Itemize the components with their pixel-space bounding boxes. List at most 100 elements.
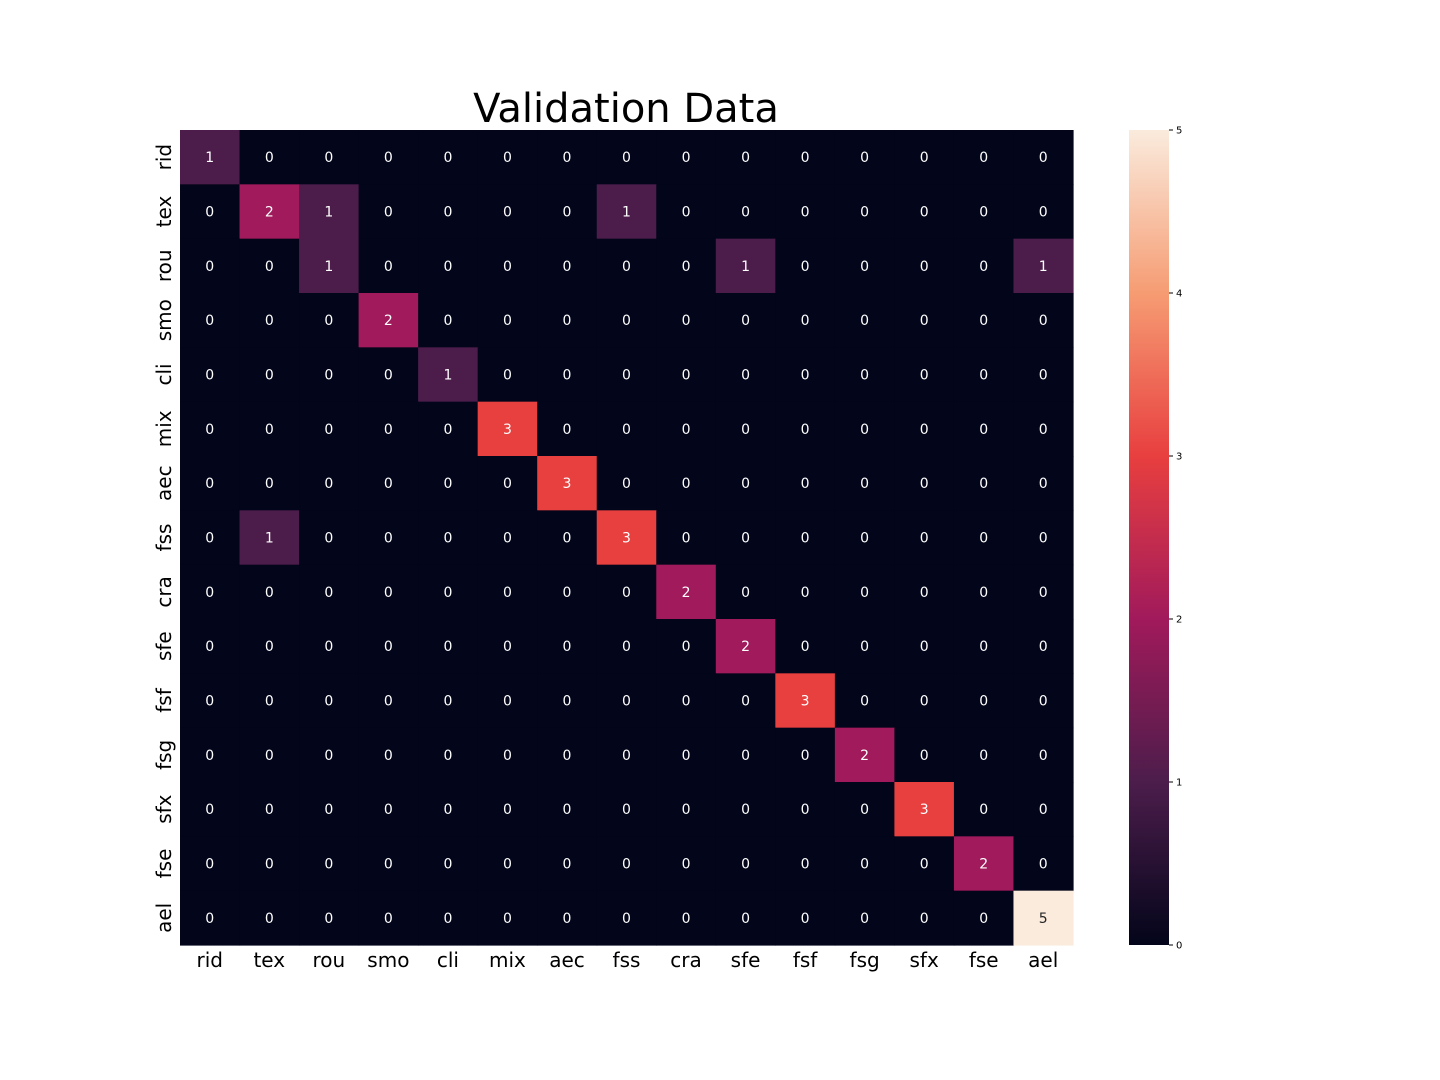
heatmap-cell-value: 0 [265, 368, 274, 384]
heatmap-cell-value: 0 [265, 911, 274, 927]
heatmap-cell-value: 0 [384, 802, 393, 818]
heatmap-cell-sfx-smo [358, 782, 419, 837]
heatmap-cell-aec-tex [239, 456, 300, 511]
heatmap-cell-fsg-mix [477, 727, 538, 783]
heatmap-cell-fsg-fsg [834, 727, 895, 783]
heatmap-cell-value: 0 [801, 639, 810, 655]
heatmap-cell-value: 3 [622, 531, 631, 547]
heatmap-cell-cli-sfe [715, 347, 776, 403]
y-tick-label: rou [152, 249, 176, 282]
heatmap-cell-sfe-aec [537, 619, 598, 674]
heatmap-cell-value: 0 [860, 911, 869, 927]
heatmap-cell-value: 3 [920, 802, 929, 818]
heatmap-cell-value: 0 [384, 150, 393, 166]
x-tick-label: smo [367, 948, 409, 972]
heatmap-cell-value: 0 [920, 368, 929, 384]
heatmap-cell-sfe-sfe [715, 619, 776, 674]
heatmap-cell-fss-fsf [775, 510, 836, 566]
heatmap-cell-value: 0 [682, 639, 691, 655]
heatmap-cell-value: 0 [682, 368, 691, 384]
heatmap-cell-value: 0 [443, 531, 452, 547]
heatmap-cell-sfe-fsf [775, 619, 836, 674]
heatmap-cell-fsg-ael [1013, 727, 1074, 783]
heatmap-cell-value: 0 [563, 150, 572, 166]
heatmap-cell-mix-ael [1013, 401, 1074, 457]
heatmap-cell-cra-fse [953, 564, 1015, 620]
heatmap-cell-sfx-fse [953, 782, 1015, 837]
heatmap-cell-value: 0 [979, 259, 988, 275]
heatmap-cell-sfe-smo [358, 619, 419, 674]
heatmap-cell-value: 0 [920, 531, 929, 547]
heatmap-cell-value: 0 [563, 531, 572, 547]
heatmap-cell-value: 0 [563, 205, 572, 221]
heatmap-cell-mix-cra [656, 401, 717, 457]
heatmap-cell-ael-fsg [834, 890, 895, 946]
heatmap-cell-value: 0 [682, 259, 691, 275]
heatmap-cell-value: 0 [860, 150, 869, 166]
y-tick-label: sfe [152, 631, 176, 661]
heatmap-cell-value: 0 [741, 368, 750, 384]
heatmap-cell-value: 0 [801, 205, 810, 221]
heatmap-cell-cli-fse [953, 347, 1015, 403]
heatmap-cell-value: 0 [443, 205, 452, 221]
heatmap-cell-fss-cra [656, 510, 717, 566]
x-tick-label: sfe [731, 948, 761, 972]
heatmap-cell-ael-fss [596, 890, 657, 946]
colorbar-tick-label: 0 [1176, 941, 1182, 952]
heatmap-cell-fse-smo [358, 836, 419, 892]
y-tick-label: cli [152, 363, 176, 385]
heatmap-cell-value: 0 [860, 639, 869, 655]
heatmap-cell-fss-fse [953, 510, 1015, 566]
heatmap-cell-value: 2 [979, 857, 988, 873]
heatmap-cell-sfx-rou [299, 782, 360, 837]
heatmap-cell-sfe-tex [239, 619, 300, 674]
heatmap-cell-value: 0 [682, 911, 691, 927]
heatmap-cell-aec-aec [537, 456, 598, 511]
heatmap-cell-value: 3 [563, 476, 572, 492]
heatmap-cell-ael-rou [299, 890, 360, 946]
heatmap-cell-rid-cra [656, 130, 717, 185]
y-tick-label: sfx [152, 794, 176, 823]
heatmap-cell-value: 0 [741, 531, 750, 547]
heatmap-cell-sfe-ael [1013, 619, 1074, 674]
heatmap-cell-value: 0 [682, 531, 691, 547]
heatmap-cell-value: 0 [860, 531, 869, 547]
heatmap-cell-cra-rou [299, 564, 360, 620]
heatmap-cell-cli-fsf [775, 347, 836, 403]
heatmap-cell-value: 0 [860, 476, 869, 492]
heatmap-cell-value: 0 [860, 422, 869, 438]
heatmap-cell-value: 0 [384, 694, 393, 710]
heatmap-cell-sfx-cra [656, 782, 717, 837]
heatmap-cell-cli-ael [1013, 347, 1074, 403]
heatmap-cell-fse-sfx [894, 836, 955, 892]
heatmap-cell-value: 0 [563, 313, 572, 329]
heatmap-cell-ael-ael [1013, 890, 1074, 946]
heatmap-cell-value: 5 [1039, 911, 1048, 927]
heatmap-cell-rou-tex [239, 238, 300, 294]
heatmap-cell-value: 0 [801, 857, 810, 873]
heatmap-cell-ael-sfx [894, 890, 955, 946]
heatmap-cell-tex-cra [656, 184, 717, 240]
heatmap-cell-value: 0 [503, 802, 512, 818]
heatmap-cell-value: 0 [563, 639, 572, 655]
heatmap-cell-value: 0 [979, 639, 988, 655]
heatmap-cell-fsf-smo [358, 673, 419, 729]
heatmap-cell-value: 0 [801, 259, 810, 275]
heatmap-cell-cra-fsg [834, 564, 895, 620]
y-tick-label: fss [152, 524, 176, 552]
heatmap-cell-value: 0 [205, 802, 214, 818]
heatmap-cell-tex-sfe [715, 184, 776, 240]
heatmap-cell-fsg-sfx [894, 727, 955, 783]
heatmap-cell-sfe-rid [180, 619, 241, 674]
heatmap-cell-value: 0 [920, 422, 929, 438]
heatmap-cell-sfx-ael [1013, 782, 1074, 837]
heatmap-cell-value: 0 [384, 585, 393, 601]
y-tick-labels: rid tex rou smo cli mix aec fss cra sfe fsf fsg sfx f… [152, 144, 176, 933]
heatmap-cell-fse-sfe [715, 836, 776, 892]
heatmap-cell-value: 0 [205, 313, 214, 329]
heatmap-cell-fsg-fss [596, 727, 657, 783]
heatmap-cell-value: 0 [324, 422, 333, 438]
heatmap-cell-rou-fse [953, 238, 1015, 294]
heatmap-cell-value: 0 [920, 205, 929, 221]
heatmap-cell-cli-smo [358, 347, 419, 403]
